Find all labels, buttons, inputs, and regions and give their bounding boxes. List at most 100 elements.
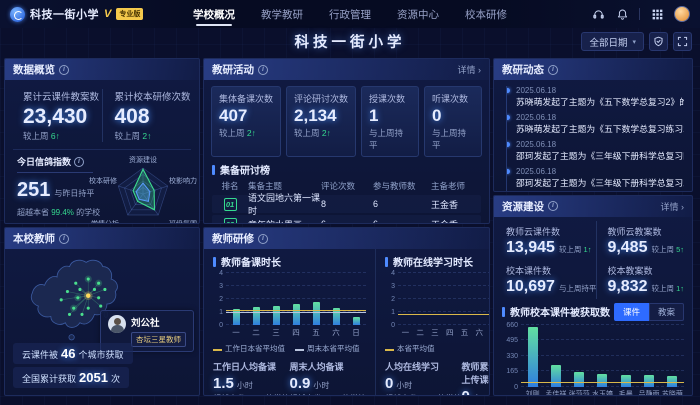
panel-header-training: 教师研修 i — [204, 228, 489, 250]
teacher-name: 刘公社 — [131, 318, 160, 330]
panel-data-overview: 数据概览 i 累计云课件教案数 23,430 较上周 6↑ 累计校本研修次数 4… — [4, 58, 200, 225]
teacher-tooltip[interactable]: 刘公社 杏坛三星教师 — [100, 310, 194, 353]
radar-axis-training: 校本研修 — [89, 178, 117, 185]
chart-type-switch: 课件 教案 — [613, 302, 684, 321]
divider — [13, 149, 191, 150]
stat-card-group-prep: 集体备课次数 407 较上周 2↑ — [211, 86, 282, 157]
table-row[interactable]: 02 童年的水墨画 6 6 王金香 — [212, 215, 481, 224]
shield-icon-button[interactable] — [649, 32, 668, 51]
stat-card-observations: 听课次数 0 与上周持平 — [424, 86, 482, 157]
dashboard-main: 数据概览 i 累计云课件教案数 23,430 较上周 6↑ 累计校本研修次数 4… — [0, 55, 700, 399]
stat-delta: 较上周 2↑ — [114, 131, 152, 141]
online-stats: 人均在线学习 0小时 超越本省 48% 的学校 教师累计上传课程 0个 与上周持… — [384, 360, 489, 395]
info-icon[interactable]: i — [548, 201, 558, 212]
title-bar: 科技一街小学 全部日期 ▾ — [0, 28, 700, 55]
info-icon[interactable]: i — [59, 64, 69, 75]
teacher-badge: 杏坛三星教师 — [131, 332, 186, 348]
online-chart-legend: 本省平均值 — [384, 343, 489, 354]
brand: 科技一街小学 V 专业版 — [10, 6, 144, 22]
activity-stat-cards: 集体备课次数 407 较上周 2↑ 评论研讨次数 2,134 较上周 2↑ 授课… — [204, 80, 489, 162]
map-stat-cities: 云课件被 46 个城市获取 — [13, 343, 133, 364]
radar-axis-analysis: 学情分析 — [91, 219, 119, 223]
legend-workday-avg: 工作日本省平均值 — [213, 343, 285, 354]
resources-details-link[interactable]: 详情 › — [660, 201, 685, 212]
prep-chart-legend: 工作日本省平均值 周末本省平均值 — [213, 343, 366, 354]
news-item[interactable]: 2025.06.18 邵珂发起了主题为《三年级下册科学总复习三》的集体备课 — [507, 167, 684, 188]
date-filter-dropdown[interactable]: 全部日期 ▾ — [581, 32, 644, 51]
activity-details-link[interactable]: 详情 › — [457, 65, 482, 75]
rank-badge: 02 — [223, 217, 237, 224]
panel-research-activity: 教研活动 i 详情 › 集体备课次数 407 较上周 2↑ 评论研讨次数 2,1… — [203, 58, 490, 225]
stat-weekend-prep: 周末人均备课 0.9小时 超越本省 65% 的学校 — [289, 362, 365, 395]
map-stat-total: 全国累计获取 2051 次 — [13, 367, 129, 388]
today-index-block: 今日信鸽指数 i 251 与昨日持平 超越本省 99.4% 的学校 — [17, 155, 101, 223]
info-icon[interactable]: i — [258, 233, 268, 244]
today-index-value: 251 — [17, 179, 51, 201]
stat-school-courseware: 校本课件数 10,697 与上周持平 — [506, 265, 597, 295]
news-item[interactable]: 2025.06.18 苏晓萌发起了主题为《五下数学总复习2》的集体备课 — [507, 86, 684, 109]
brand-school-name: 科技一街小学 — [30, 9, 99, 21]
bell-icon[interactable] — [615, 7, 629, 21]
news-timeline: 2025.06.18 苏晓萌发起了主题为《五下数学总复习2》的集体备课 2025… — [506, 86, 684, 191]
title-actions: 全部日期 ▾ — [581, 32, 692, 51]
china-map — [30, 259, 118, 341]
headset-icon[interactable] — [591, 7, 605, 21]
today-index-label: 今日信鸽指数 i — [17, 155, 93, 173]
panel-school-teachers: 本校教师 i — [4, 227, 200, 396]
radar-chart: 资源建设 校影响力 班级氛围 学情分析 校本研修 全省均值 本校 — [89, 155, 197, 223]
tab-lessonplan[interactable]: 教案 — [648, 302, 684, 321]
radar-axis-class: 班级氛围 — [169, 219, 197, 223]
resource-stats-grid: 教师云课件数 13,945 较上周 1↑ 教师云教案数 9,485 较上周 5↑ 校… — [494, 217, 692, 301]
version-badge: 专业版 — [116, 8, 144, 20]
stat-cloud-courseware: 教师云课件数 13,945 较上周 1↑ — [506, 226, 592, 256]
caret-down-icon: ▾ — [632, 38, 636, 46]
right-column: 教研动态 i 2025.06.18 苏晓萌发起了主题为《五下数学总复习2》的集体… — [493, 58, 693, 396]
stat-workday-prep: 工作日人均备课 1.5小时 超越本省 80% 的学校 — [213, 362, 289, 395]
info-icon[interactable]: i — [258, 64, 268, 75]
overview-stats: 累计云课件教案数 23,430 较上周 6↑ 累计校本研修次数 408 较上周 … — [5, 80, 199, 149]
index-row: 今日信鸽指数 i 251 与昨日持平 超越本省 99.4% 的学校 — [5, 150, 199, 223]
today-index-beat: 超越本省 99.4% 的学校 — [17, 208, 101, 217]
teacher-avatar — [108, 315, 126, 334]
info-icon[interactable]: i — [548, 64, 558, 75]
acquisition-chart-title: 教师校本课件被获取数 — [502, 304, 610, 319]
apps-grid-icon[interactable] — [650, 7, 664, 21]
stat-online-learning: 人均在线学习 0小时 超越本省 48% 的学校 — [384, 362, 461, 395]
nav-tab-school-overview[interactable]: 学校概况 — [193, 0, 235, 28]
tab-courseware[interactable]: 课件 — [613, 302, 649, 321]
nav-tab-school-training[interactable]: 校本研修 — [465, 8, 507, 21]
nav-right-icons — [591, 6, 690, 22]
stat-delta: 较上周 6↑ — [23, 131, 60, 141]
top-navbar: 科技一街小学 V 专业版 学校概况 教学教研 行政管理 资源中心 校本研修 — [0, 0, 700, 28]
fullscreen-icon-button[interactable] — [673, 32, 692, 51]
nav-tab-teaching-research[interactable]: 教学教研 — [261, 8, 303, 21]
nav-tab-resource-center[interactable]: 资源中心 — [397, 8, 439, 21]
prep-discussion-ranking: 集备研讨榜 排名 集备主题 评论次数 参与教师数 主备老师 01 语文园地六第一… — [204, 162, 489, 224]
user-avatar[interactable] — [674, 6, 690, 22]
info-icon[interactable]: i — [74, 156, 85, 167]
acquisition-chart-head: 教师校本课件被获取数 课件 教案 — [494, 301, 692, 321]
info-icon[interactable]: i — [59, 233, 69, 244]
panel-title-resources: 资源建设 — [502, 200, 544, 213]
stat-card-comments: 评论研讨次数 2,134 较上周 2↑ — [286, 86, 357, 157]
today-index-trend: 与昨日持平 — [54, 189, 95, 198]
news-item[interactable]: 2025.06.18 邵珂发起了主题为《三年级下册科学总复习四》的集体备课 — [507, 140, 684, 161]
stat-label: 累计云课件教案数 — [23, 92, 100, 103]
panel-title-overview: 数据概览 — [13, 64, 55, 76]
middle-column: 教研活动 i 详情 › 集体备课次数 407 较上周 2↑ 评论研讨次数 2,1… — [203, 58, 490, 396]
news-item[interactable]: 2025.06.18 苏晓萌发起了主题为《五下数学总复习练习1》的集体备课 — [507, 113, 684, 134]
radar-axis-resources: 资源建设 — [129, 157, 157, 164]
ranking-title: 集备研讨榜 — [212, 162, 481, 177]
stat-value: 23,430 — [23, 105, 88, 128]
panel-research-news: 教研动态 i 2025.06.18 苏晓萌发起了主题为《五下数学总复习2》的集体… — [493, 58, 693, 192]
panel-title-news: 教研动态 — [502, 64, 544, 76]
nav-tab-administration[interactable]: 行政管理 — [329, 8, 371, 21]
app-logo-icon — [10, 6, 25, 22]
panel-header-activity: 教研活动 i 详情 › — [204, 59, 489, 80]
table-row[interactable]: 01 语文园地六第一课时 8 6 王金香 — [212, 193, 481, 216]
